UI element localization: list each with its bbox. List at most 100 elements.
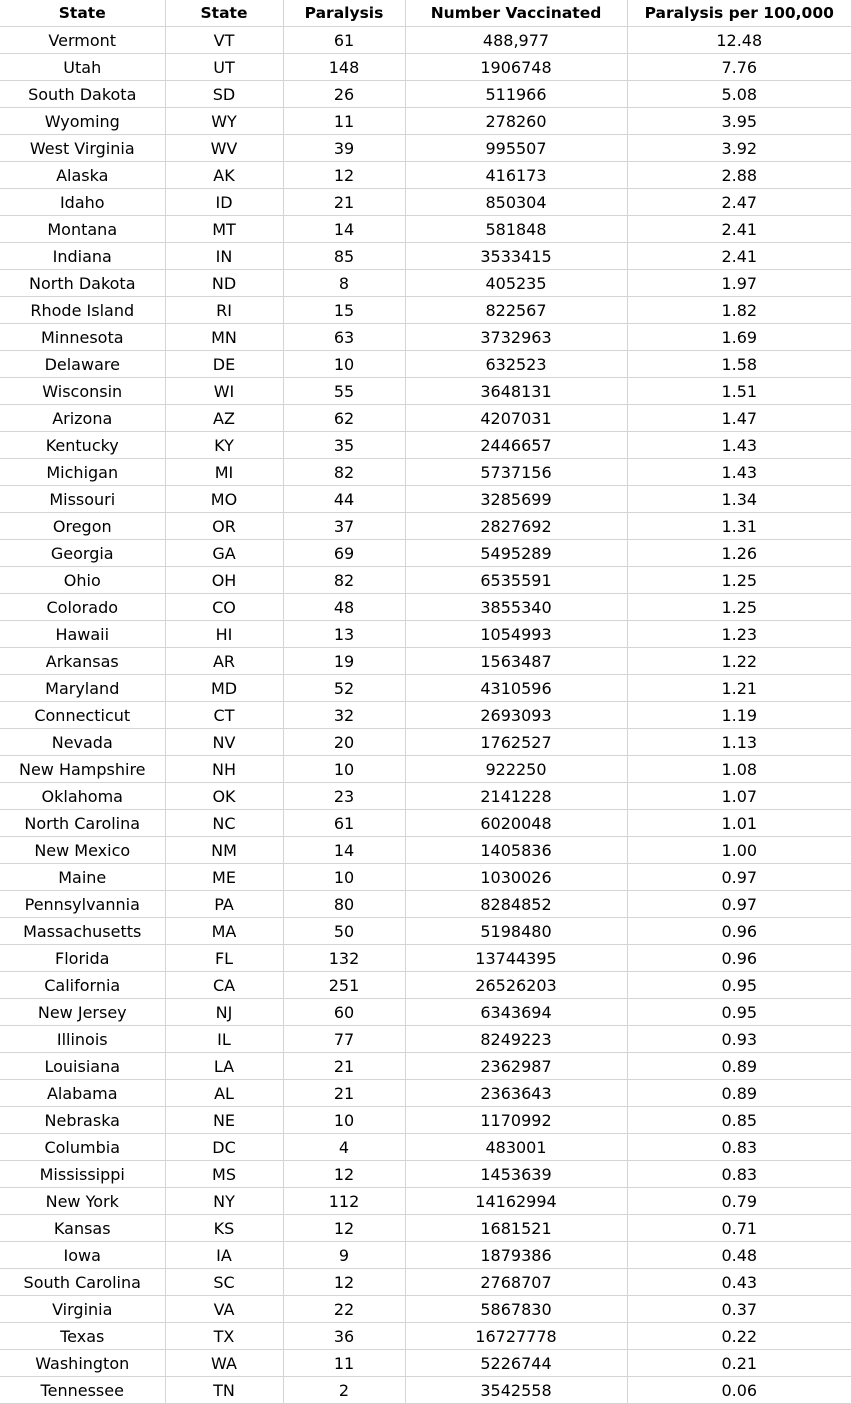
cell-number-vaccinated[interactable]: 5226744: [405, 1349, 628, 1377]
cell-paralysis-rate[interactable]: 1.21: [627, 674, 851, 702]
cell-state-name[interactable]: Montana: [0, 215, 166, 243]
cell-paralysis-rate[interactable]: 2.88: [627, 161, 851, 189]
cell-paralysis[interactable]: 50: [283, 917, 406, 945]
cell-state-code[interactable]: FL: [165, 944, 284, 972]
cell-paralysis-rate[interactable]: 0.83: [627, 1160, 851, 1188]
cell-number-vaccinated[interactable]: 5867830: [405, 1295, 628, 1323]
cell-paralysis[interactable]: 60: [283, 998, 406, 1026]
cell-state-code[interactable]: OR: [165, 512, 284, 540]
cell-state-code[interactable]: AK: [165, 161, 284, 189]
cell-number-vaccinated[interactable]: 2362987: [405, 1052, 628, 1080]
cell-state-code[interactable]: OH: [165, 566, 284, 594]
cell-paralysis[interactable]: 85: [283, 242, 406, 270]
cell-paralysis-rate[interactable]: 1.43: [627, 431, 851, 459]
cell-state-name[interactable]: Ohio: [0, 566, 166, 594]
cell-state-name[interactable]: Wisconsin: [0, 377, 166, 405]
cell-state-code[interactable]: PA: [165, 890, 284, 918]
cell-paralysis-rate[interactable]: 0.89: [627, 1079, 851, 1107]
cell-state-code[interactable]: MI: [165, 458, 284, 486]
cell-state-name[interactable]: Utah: [0, 53, 166, 81]
cell-state-code[interactable]: NV: [165, 728, 284, 756]
cell-state-name[interactable]: Oklahoma: [0, 782, 166, 810]
cell-paralysis[interactable]: 37: [283, 512, 406, 540]
cell-state-code[interactable]: NH: [165, 755, 284, 783]
cell-paralysis-rate[interactable]: 3.95: [627, 107, 851, 135]
cell-paralysis-rate[interactable]: 1.58: [627, 350, 851, 378]
cell-state-name[interactable]: Texas: [0, 1322, 166, 1350]
cell-number-vaccinated[interactable]: 995507: [405, 134, 628, 162]
cell-paralysis[interactable]: 112: [283, 1187, 406, 1215]
cell-state-code[interactable]: MS: [165, 1160, 284, 1188]
cell-paralysis[interactable]: 44: [283, 485, 406, 513]
cell-state-name[interactable]: Washington: [0, 1349, 166, 1377]
cell-paralysis-rate[interactable]: 1.34: [627, 485, 851, 513]
cell-number-vaccinated[interactable]: 16727778: [405, 1322, 628, 1350]
cell-paralysis[interactable]: 39: [283, 134, 406, 162]
cell-paralysis-rate[interactable]: 0.22: [627, 1322, 851, 1350]
header-state-code[interactable]: State: [165, 0, 284, 27]
cell-state-name[interactable]: Arkansas: [0, 647, 166, 675]
cell-state-name[interactable]: Connecticut: [0, 701, 166, 729]
cell-number-vaccinated[interactable]: 1054993: [405, 620, 628, 648]
cell-paralysis-rate[interactable]: 7.76: [627, 53, 851, 81]
cell-paralysis-rate[interactable]: 1.19: [627, 701, 851, 729]
cell-state-code[interactable]: GA: [165, 539, 284, 567]
cell-state-code[interactable]: MT: [165, 215, 284, 243]
cell-state-code[interactable]: DC: [165, 1133, 284, 1161]
cell-state-name[interactable]: Vermont: [0, 26, 166, 54]
cell-state-code[interactable]: NJ: [165, 998, 284, 1026]
cell-paralysis-rate[interactable]: 12.48: [627, 26, 851, 54]
cell-paralysis[interactable]: 35: [283, 431, 406, 459]
cell-number-vaccinated[interactable]: 6535591: [405, 566, 628, 594]
cell-state-name[interactable]: New Hampshire: [0, 755, 166, 783]
cell-number-vaccinated[interactable]: 822567: [405, 296, 628, 324]
cell-paralysis-rate[interactable]: 0.96: [627, 944, 851, 972]
cell-paralysis[interactable]: 80: [283, 890, 406, 918]
cell-number-vaccinated[interactable]: 4207031: [405, 404, 628, 432]
cell-paralysis-rate[interactable]: 0.93: [627, 1025, 851, 1053]
cell-paralysis-rate[interactable]: 2.47: [627, 188, 851, 216]
cell-number-vaccinated[interactable]: 3648131: [405, 377, 628, 405]
cell-state-name[interactable]: Illinois: [0, 1025, 166, 1053]
cell-paralysis[interactable]: 13: [283, 620, 406, 648]
cell-paralysis[interactable]: 36: [283, 1322, 406, 1350]
cell-state-code[interactable]: ND: [165, 269, 284, 297]
cell-paralysis[interactable]: 8: [283, 269, 406, 297]
cell-number-vaccinated[interactable]: 483001: [405, 1133, 628, 1161]
cell-paralysis[interactable]: 10: [283, 755, 406, 783]
cell-state-code[interactable]: OK: [165, 782, 284, 810]
cell-state-code[interactable]: IL: [165, 1025, 284, 1053]
cell-state-name[interactable]: Florida: [0, 944, 166, 972]
cell-number-vaccinated[interactable]: 850304: [405, 188, 628, 216]
cell-paralysis[interactable]: 23: [283, 782, 406, 810]
cell-paralysis-rate[interactable]: 0.95: [627, 998, 851, 1026]
cell-number-vaccinated[interactable]: 511966: [405, 80, 628, 108]
cell-state-code[interactable]: HI: [165, 620, 284, 648]
cell-state-name[interactable]: Minnesota: [0, 323, 166, 351]
cell-state-code[interactable]: SD: [165, 80, 284, 108]
cell-number-vaccinated[interactable]: 3542558: [405, 1376, 628, 1404]
cell-state-name[interactable]: Columbia: [0, 1133, 166, 1161]
cell-number-vaccinated[interactable]: 8249223: [405, 1025, 628, 1053]
cell-paralysis[interactable]: 21: [283, 1079, 406, 1107]
cell-paralysis-rate[interactable]: 0.48: [627, 1241, 851, 1269]
cell-paralysis[interactable]: 20: [283, 728, 406, 756]
cell-paralysis-rate[interactable]: 0.06: [627, 1376, 851, 1404]
cell-number-vaccinated[interactable]: 3855340: [405, 593, 628, 621]
cell-state-name[interactable]: California: [0, 971, 166, 999]
cell-state-code[interactable]: NM: [165, 836, 284, 864]
cell-paralysis[interactable]: 48: [283, 593, 406, 621]
cell-state-code[interactable]: AR: [165, 647, 284, 675]
header-number-vaccinated[interactable]: Number Vaccinated: [405, 0, 628, 27]
cell-paralysis[interactable]: 11: [283, 1349, 406, 1377]
cell-state-code[interactable]: KS: [165, 1214, 284, 1242]
cell-state-name[interactable]: Maryland: [0, 674, 166, 702]
cell-state-code[interactable]: MA: [165, 917, 284, 945]
cell-state-name[interactable]: Massachusetts: [0, 917, 166, 945]
cell-paralysis-rate[interactable]: 1.25: [627, 593, 851, 621]
cell-state-name[interactable]: Tennessee: [0, 1376, 166, 1404]
cell-state-name[interactable]: Mississippi: [0, 1160, 166, 1188]
cell-number-vaccinated[interactable]: 1170992: [405, 1106, 628, 1134]
cell-paralysis[interactable]: 11: [283, 107, 406, 135]
cell-state-code[interactable]: KY: [165, 431, 284, 459]
